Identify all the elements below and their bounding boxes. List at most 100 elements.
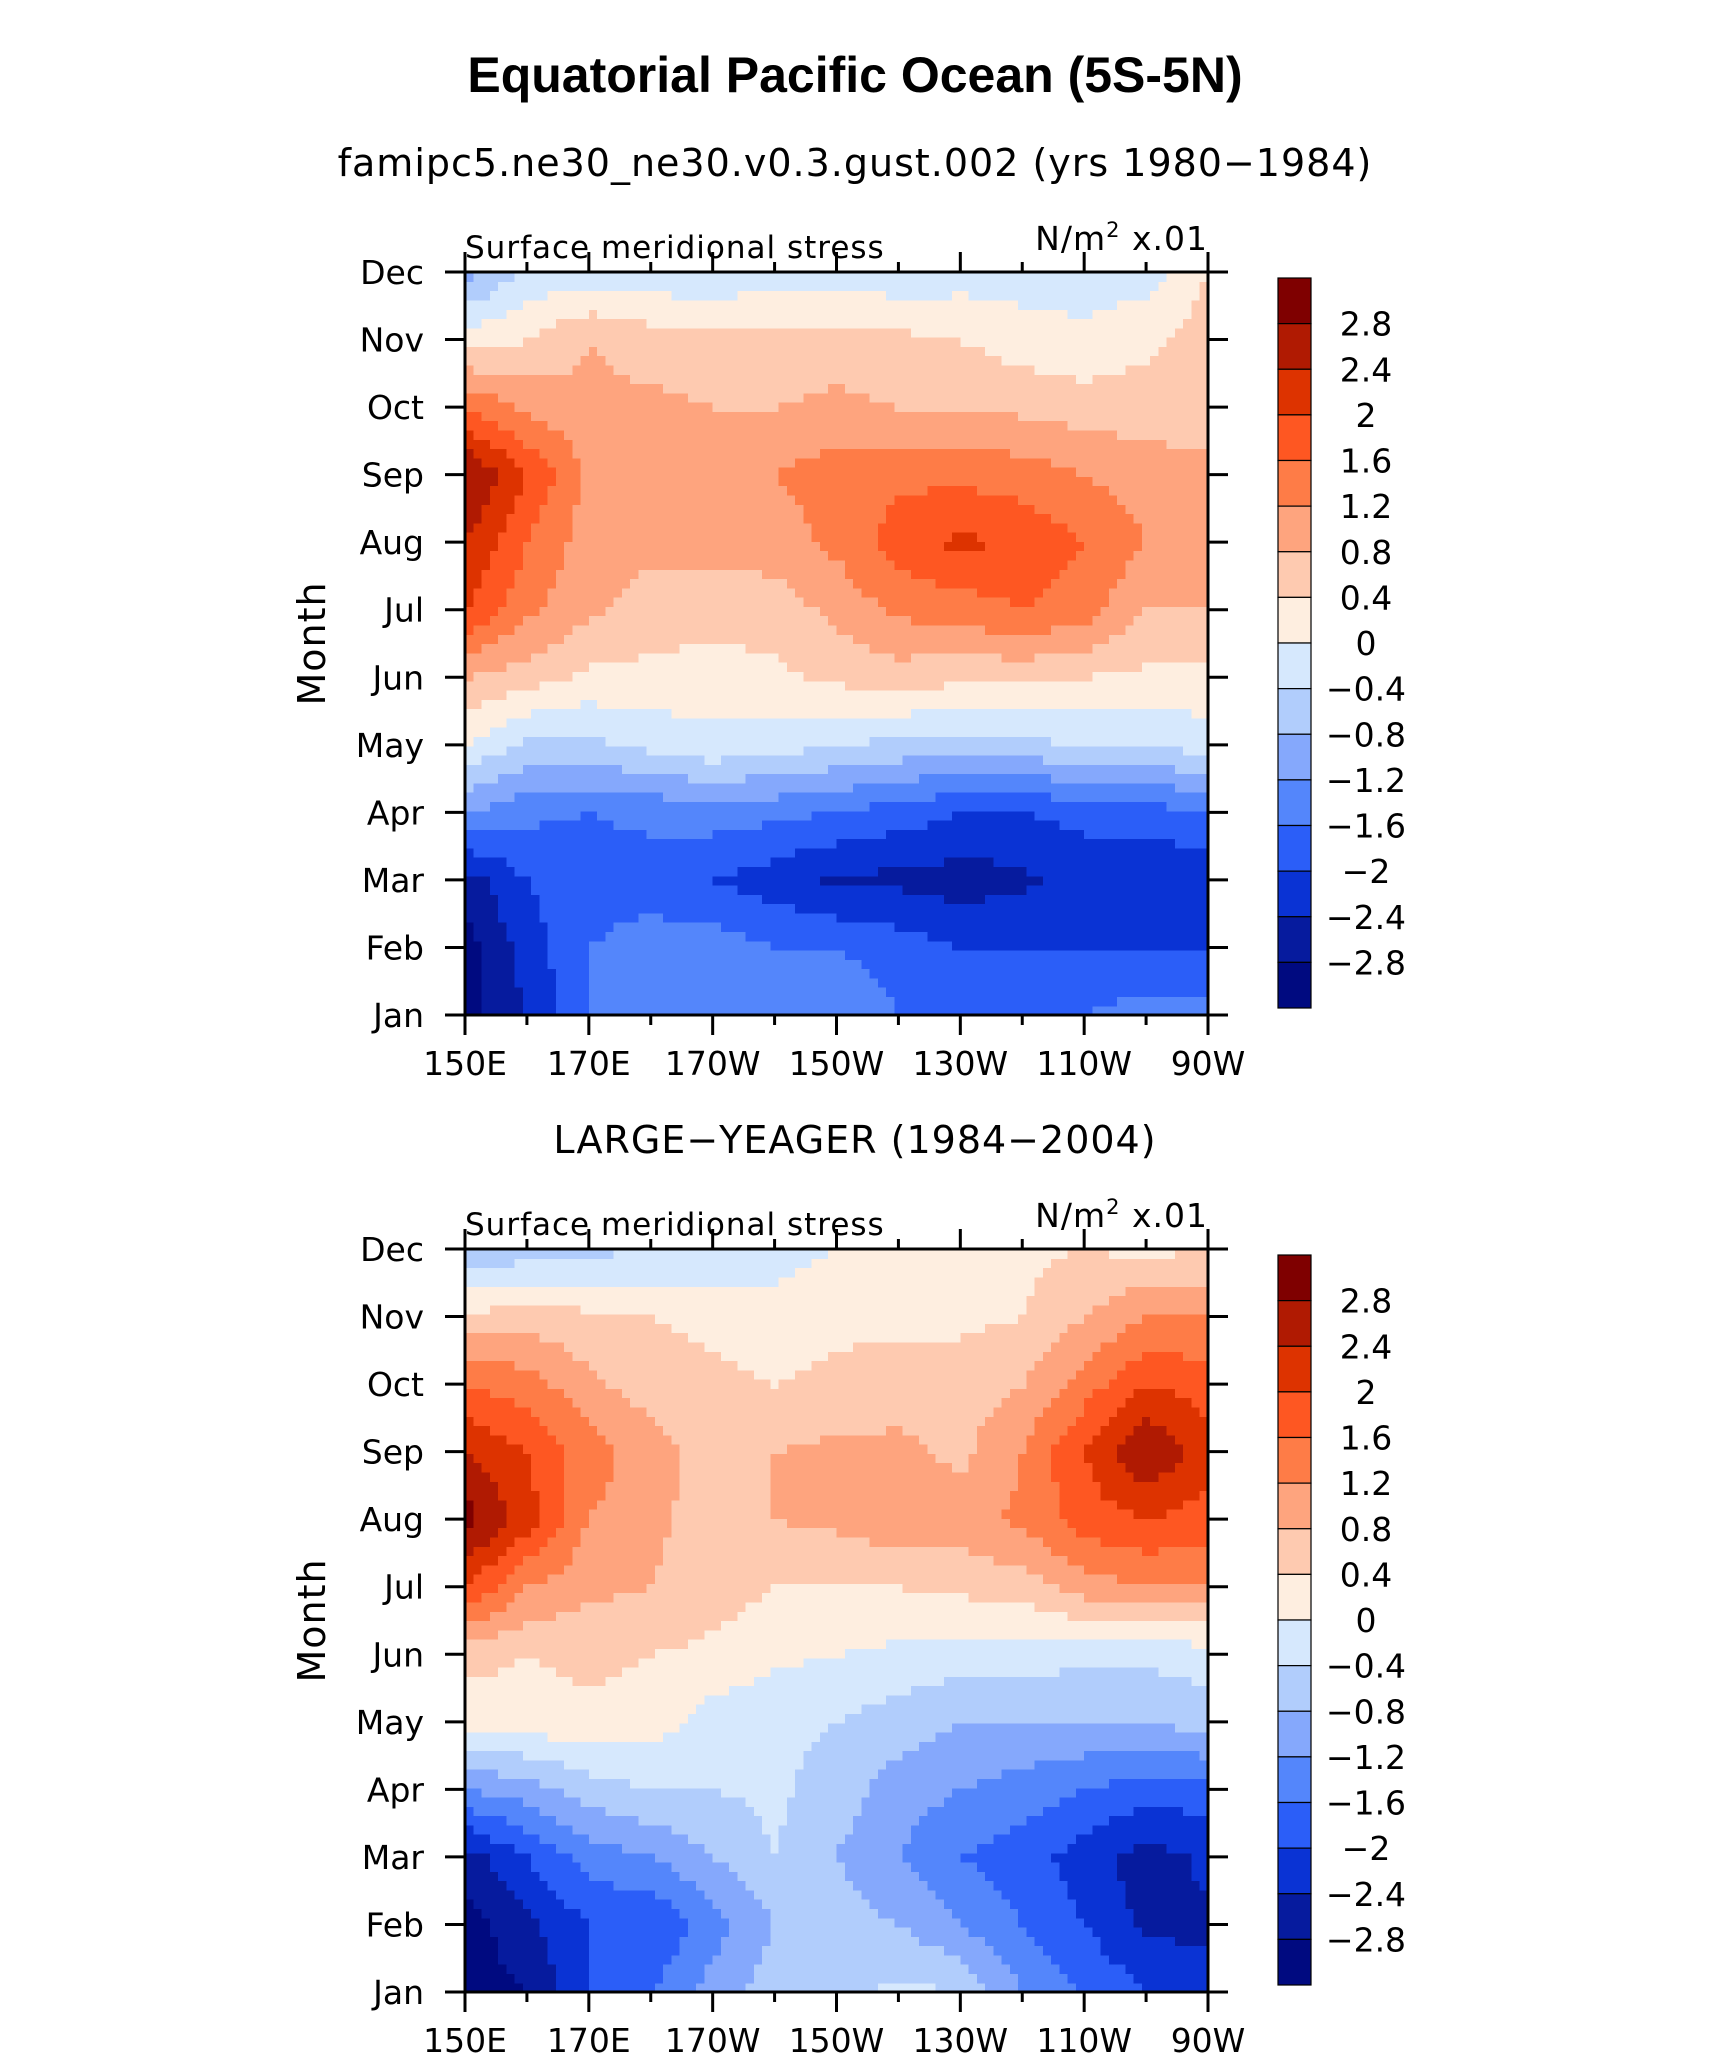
contour-cell [935, 754, 945, 765]
contour-cell [613, 615, 623, 626]
contour-cell [1158, 532, 1168, 542]
contour-cell [646, 634, 656, 645]
contour-cell [1018, 819, 1027, 830]
contour-cell [902, 643, 912, 654]
contour-cell [1059, 903, 1069, 914]
contour-cell [894, 875, 904, 886]
contour-cell [894, 634, 904, 645]
contour-cell [654, 894, 664, 905]
contour-cell [770, 782, 780, 793]
contour-cell [1001, 643, 1011, 654]
contour-cell [894, 801, 904, 812]
contour-cell [853, 680, 862, 691]
contour-cell [687, 875, 697, 886]
contour-cell [1034, 662, 1044, 672]
contour-cell [1092, 717, 1102, 728]
contour-cell [704, 875, 714, 886]
contour-cell [919, 894, 928, 905]
contour-cell [547, 717, 557, 728]
contour-cell [952, 866, 961, 877]
contour-cell [580, 754, 590, 765]
contour-cell [811, 504, 821, 515]
contour-cell [1183, 634, 1193, 645]
contour-cell [869, 550, 879, 561]
contour-cell [547, 522, 557, 533]
contour-cell [861, 968, 871, 979]
contour-cell [597, 708, 606, 719]
contour-cell [1125, 550, 1135, 561]
contour-cell [498, 513, 507, 524]
contour-cell [1034, 810, 1044, 821]
contour-cell [1100, 857, 1110, 867]
contour-cell [952, 541, 961, 552]
contour-cell [696, 680, 706, 691]
contour-cell [960, 875, 970, 886]
contour-cell [704, 504, 714, 515]
contour-cell [1183, 671, 1193, 682]
contour-cell [910, 912, 920, 923]
contour-cell [943, 708, 953, 719]
contour-cell [1034, 764, 1044, 775]
contour-cell [1001, 819, 1011, 830]
contour-cell [778, 606, 788, 617]
contour-cell [745, 680, 755, 691]
contour-cell [1133, 987, 1143, 998]
contour-cell [1026, 559, 1036, 570]
contour-cell [712, 847, 722, 858]
contour-cell [811, 745, 821, 756]
contour-cell [927, 532, 937, 542]
contour-cell [886, 847, 895, 858]
contour-cell [1051, 912, 1060, 923]
contour-cell [481, 569, 491, 580]
contour-cell [671, 671, 681, 682]
contour-cell [1150, 708, 1160, 719]
contour-cell [638, 977, 648, 988]
contour-cell [1133, 968, 1143, 979]
contour-cell [613, 680, 623, 691]
contour-cell [621, 931, 631, 942]
contour-cell [621, 949, 631, 960]
contour-cell [910, 597, 920, 607]
contour-cell [1191, 671, 1201, 682]
contour-cell [853, 1005, 862, 1016]
contour-cell [654, 838, 664, 849]
contour-cell [597, 884, 606, 895]
contour-cell [687, 624, 697, 635]
contour-cell [465, 857, 474, 867]
contour-cell [621, 847, 631, 858]
contour-cell [935, 634, 945, 645]
contour-cell [935, 652, 945, 663]
contour-cell [803, 903, 813, 914]
contour-cell [976, 745, 986, 756]
contour-cell [720, 615, 730, 626]
contour-cell [605, 773, 615, 784]
contour-cell [1108, 968, 1118, 979]
contour-cell [1100, 754, 1110, 765]
contour-cell [1001, 522, 1011, 533]
contour-cell [786, 569, 796, 580]
contour-cell [1018, 522, 1027, 533]
contour-cell [1199, 996, 1209, 1007]
contour-cell [646, 671, 656, 682]
contour-cell [811, 699, 821, 710]
contour-cell [960, 652, 970, 663]
contour-cell [1191, 578, 1201, 589]
contour-cell [935, 838, 945, 849]
contour-cell [943, 717, 953, 728]
contour-cell [960, 987, 970, 998]
contour-cell [993, 977, 1003, 988]
contour-cell [473, 727, 483, 737]
contour-cell [811, 671, 821, 682]
contour-cell [993, 857, 1003, 867]
contour-cell [1199, 1005, 1209, 1016]
contour-cell [919, 736, 928, 747]
contour-cell [465, 949, 474, 960]
contour-cell [489, 875, 499, 886]
contour-cell [935, 699, 945, 710]
contour-cell [1075, 597, 1085, 607]
contour-cell [630, 987, 639, 998]
contour-cell [531, 504, 540, 515]
contour-cell [729, 522, 739, 533]
contour-cell [1125, 801, 1135, 812]
contour-cell [1125, 792, 1135, 802]
